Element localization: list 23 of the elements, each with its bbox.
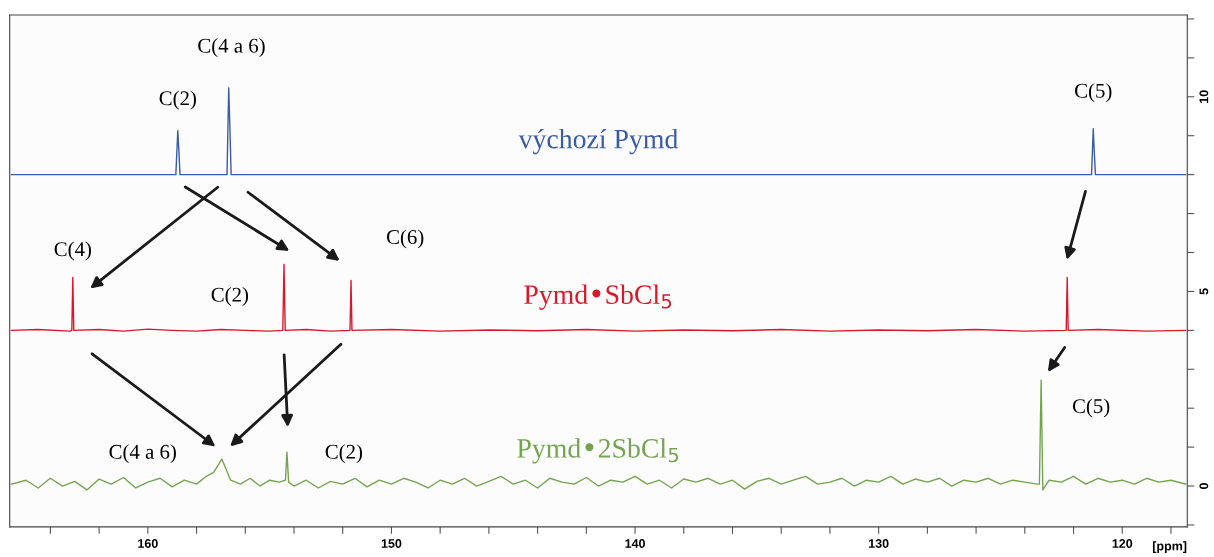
x-tick-label: 130 (869, 539, 889, 548)
annotation: C(4) (54, 241, 91, 261)
x-tick-label: 140 (625, 539, 645, 548)
series-label: Pymd•SbCl$_{5}$ (524, 284, 672, 310)
y-tick-label: 0 (1199, 483, 1209, 490)
x-tick-label: 150 (381, 539, 402, 548)
y-tick-label: 5 (1199, 288, 1209, 295)
line-series (10, 263, 1187, 332)
x-tick-label: 120 (1112, 539, 1133, 548)
annotation: C(2) (211, 287, 249, 306)
series-label: výchozí Pymd (518, 128, 679, 155)
annotation: C(2) (159, 90, 196, 110)
annotation: C(4 a 6) (109, 444, 176, 464)
annotation: C(5) (1072, 398, 1110, 418)
annotation: C(2) (325, 444, 363, 464)
annotation: C(4 a 6) (198, 38, 265, 57)
x-tick-label: 160 (138, 539, 158, 548)
y-tick-label: 10 (1199, 90, 1209, 103)
series-label: Pymd•2SbCl$_{5}$ (517, 438, 679, 464)
x-axis-title: [ppm] (1152, 541, 1187, 553)
line-series (10, 379, 1187, 491)
annotation: C(5) (1075, 83, 1112, 103)
annotation: C(6) (386, 229, 424, 249)
